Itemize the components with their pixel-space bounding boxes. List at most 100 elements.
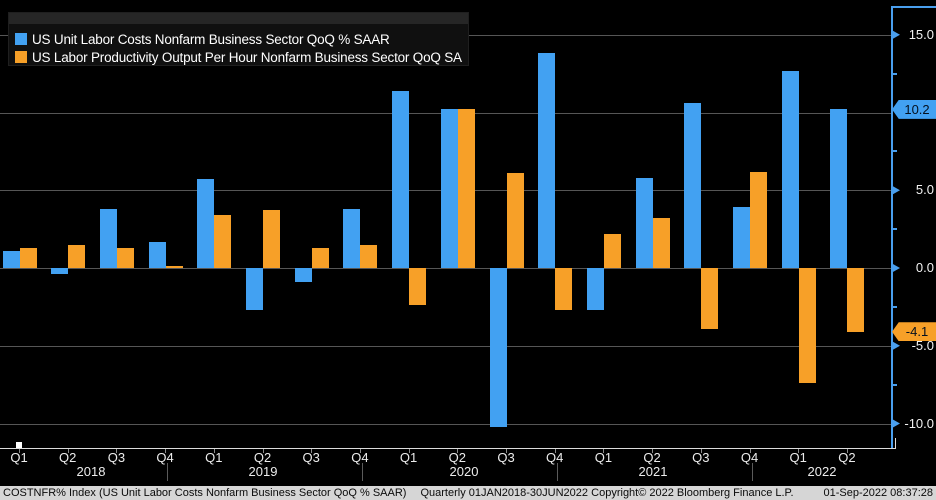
x-year-label-2021: 2021 (638, 464, 668, 479)
bar-productivity-2022-Q1[interactable] (798, 268, 816, 384)
bar-productivity-2018-Q2[interactable] (68, 244, 86, 268)
x-tick (359, 449, 361, 453)
x-tick (506, 449, 507, 453)
x-label-2022-Q2: Q2 (838, 450, 856, 465)
x-label-2020-Q4: Q4 (546, 450, 564, 465)
legend: US Unit Labor Costs Nonfarm Business Sec… (8, 12, 469, 66)
y-tick-label-5.0: 5.0 (915, 182, 934, 198)
x-tick (213, 449, 215, 453)
bar-ulc-2019-Q3[interactable] (294, 268, 312, 282)
y-minor-tick (892, 150, 897, 153)
legend-swatch-blue-icon (15, 33, 27, 45)
bar-productivity-2020-Q3[interactable] (506, 173, 524, 268)
x-tick (749, 449, 751, 453)
x-tick (846, 449, 848, 453)
bar-productivity-2018-Q1[interactable] (19, 247, 37, 268)
bar-productivity-2022-Q2[interactable] (847, 268, 865, 332)
x-label-2018-Q3: Q3 (107, 450, 126, 465)
bar-productivity-2021-Q1[interactable] (603, 233, 621, 268)
timestamp: 01-Sep-2022 08:37:28 (823, 487, 933, 499)
x-tick (554, 449, 556, 453)
x-label-2019-Q1: Q1 (205, 450, 223, 465)
x-tick (603, 449, 605, 453)
bar-ulc-2018-Q3[interactable] (99, 208, 117, 268)
legend-item-labor-productivity[interactable]: US Labor Productivity Output Per Hour No… (15, 50, 462, 65)
last-value-badge-productivity: -4.1 (892, 322, 936, 342)
y-tick-arrow-15.0 (892, 30, 900, 40)
last-value-badge-ulc: 10.2 (892, 99, 936, 119)
x-label-2021-Q3: Q3 (692, 450, 710, 465)
x-label-2018-Q1: Q1 (10, 450, 28, 465)
security-description: COSTNFR% Index (US Unit Labor Costs Nonf… (3, 487, 407, 499)
y-tick-label-15.0: 15.0 (908, 26, 934, 42)
y-minor-tick (892, 305, 897, 308)
bar-productivity-2020-Q1[interactable] (409, 268, 427, 306)
y-axis-top-cap (891, 6, 936, 8)
x-tick (165, 449, 167, 453)
x-label-2022-Q1: Q1 (789, 450, 807, 465)
data-start-marker (16, 442, 22, 448)
x-tick (311, 449, 313, 453)
bar-ulc-2022-Q1[interactable] (781, 70, 799, 268)
y-tick-label--5.0: -5.0 (911, 337, 934, 353)
bar-ulc-2022-Q2[interactable] (830, 109, 848, 268)
bar-ulc-2020-Q2[interactable] (440, 109, 458, 268)
x-tick (262, 449, 264, 453)
legend-label-unit-labor-costs: US Unit Labor Costs Nonfarm Business Sec… (32, 31, 390, 47)
x-axis-line (0, 448, 896, 449)
x-label-2019-Q4: Q4 (351, 450, 369, 465)
y-tick-arrow-0.0 (892, 263, 900, 273)
bar-productivity-2020-Q4[interactable] (555, 268, 573, 310)
x-tick (798, 449, 800, 453)
x-year-label-2019: 2019 (248, 464, 278, 479)
y-minor-tick (892, 72, 897, 75)
y-tick-label-0.0: 0.0 (915, 260, 934, 275)
bar-ulc-2018-Q4[interactable] (148, 241, 166, 268)
y-tick-arrow--5.0 (892, 341, 900, 351)
bar-ulc-2021-Q2[interactable] (635, 177, 653, 268)
year-separator-2020 (556, 463, 558, 481)
x-tick (652, 449, 654, 453)
bar-productivity-2018-Q3[interactable] (116, 247, 134, 268)
bar-productivity-2021-Q2[interactable] (652, 218, 670, 268)
gridline--5 (0, 345, 891, 347)
bar-productivity-2019-Q2[interactable] (263, 210, 280, 268)
bar-ulc-2018-Q2[interactable] (51, 268, 69, 275)
y-tick-arrow--10.0 (892, 419, 900, 428)
bar-ulc-2020-Q1[interactable] (392, 90, 410, 268)
x-label-2019-Q3: Q3 (302, 450, 320, 465)
copyright-text: Copyright© 2022 Bloomberg Finance L.P. (591, 487, 794, 499)
y-axis-line (891, 6, 893, 448)
x-axis-end-stub (895, 438, 896, 449)
bar-ulc-2019-Q2[interactable] (246, 268, 263, 310)
bar-productivity-2020-Q2[interactable] (457, 109, 475, 268)
x-year-label-2020: 2020 (449, 464, 479, 479)
x-tick (408, 449, 410, 453)
x-tick (700, 449, 702, 453)
bar-ulc-2019-Q4[interactable] (343, 208, 361, 268)
x-label-2021-Q4: Q4 (740, 450, 759, 465)
bar-productivity-2019-Q3[interactable] (311, 247, 329, 268)
x-tick (67, 449, 69, 453)
bar-ulc-2019-Q1[interactable] (197, 179, 215, 268)
bar-productivity-2021-Q4[interactable] (750, 171, 767, 268)
legend-item-unit-labor-costs[interactable]: US Unit Labor Costs Nonfarm Business Sec… (15, 31, 390, 47)
bar-ulc-2018-Q1[interactable] (2, 250, 20, 268)
bar-ulc-2021-Q4[interactable] (733, 207, 750, 268)
x-label-2018-Q4: Q4 (156, 450, 174, 465)
y-minor-tick (892, 228, 897, 231)
legend-swatch-orange-icon (15, 51, 27, 63)
gridline--10 (0, 423, 891, 425)
bar-productivity-2018-Q4[interactable] (165, 266, 183, 268)
gridline-0 (0, 268, 891, 269)
bar-ulc-2021-Q3[interactable] (684, 103, 702, 268)
bar-ulc-2021-Q1[interactable] (586, 268, 604, 310)
bar-ulc-2020-Q3[interactable] (489, 268, 507, 427)
bar-productivity-2021-Q3[interactable] (701, 268, 719, 329)
bar-ulc-2020-Q4[interactable] (538, 53, 556, 268)
bar-productivity-2019-Q4[interactable] (360, 244, 378, 268)
year-separator-2021 (751, 463, 753, 481)
x-tick (457, 449, 459, 453)
bar-productivity-2019-Q1[interactable] (214, 215, 232, 268)
